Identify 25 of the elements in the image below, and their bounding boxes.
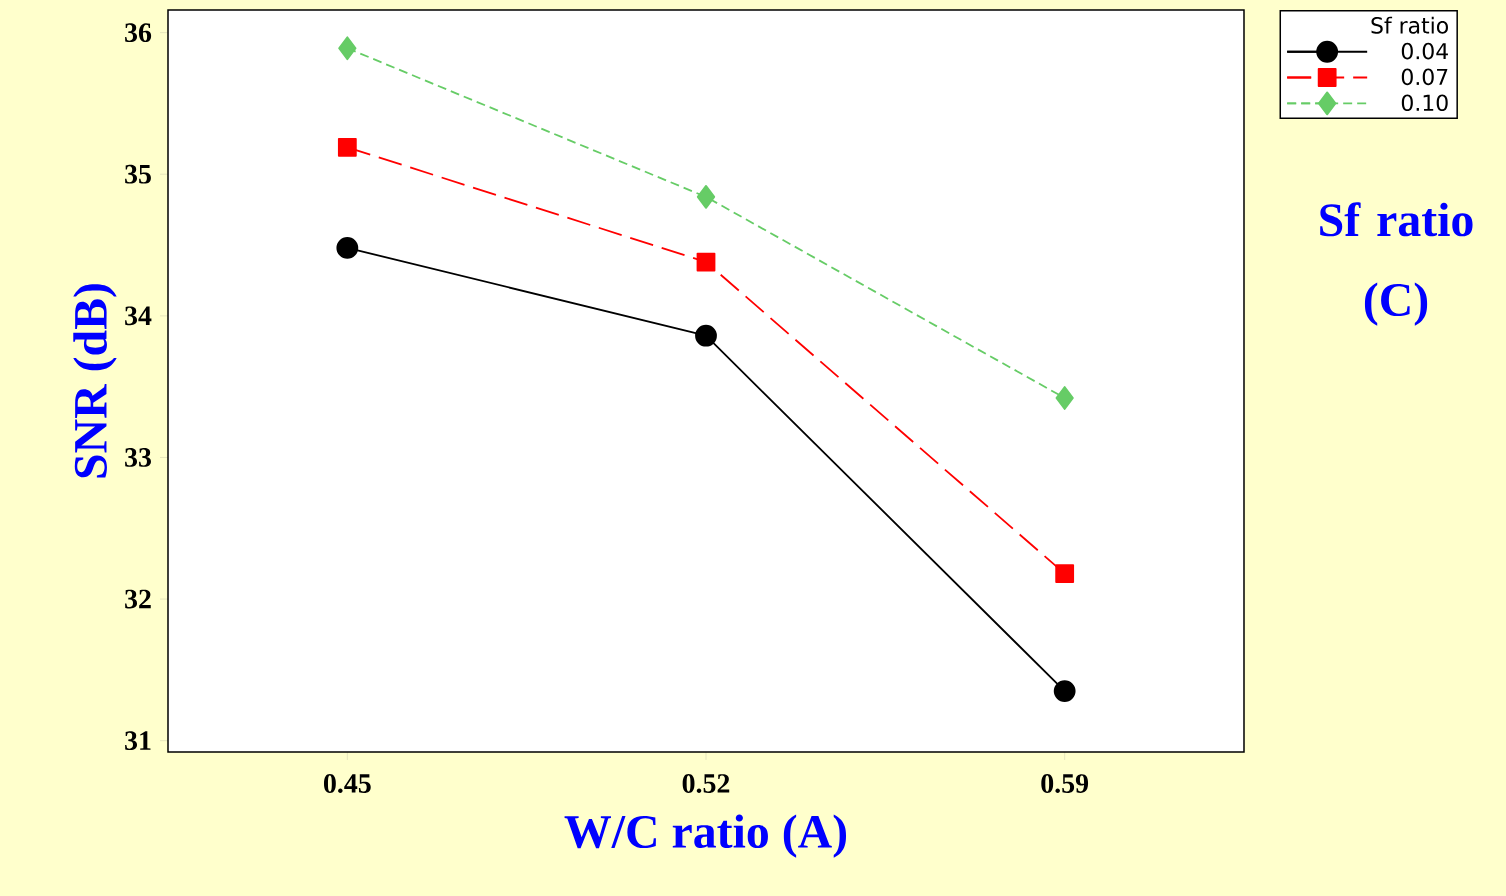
legend-label: 0.10 [1401, 94, 1448, 112]
y-tick-label: 32 [125, 589, 151, 609]
y-tick-label: 36 [125, 23, 152, 42]
legend-label: 0.04 [1401, 42, 1448, 60]
x-tick-label: 0.59 [1041, 774, 1089, 794]
y-tick-label: 31 [125, 731, 151, 751]
point [1055, 564, 1075, 583]
point [695, 324, 717, 347]
point [1053, 680, 1076, 703]
point [337, 137, 357, 157]
point [696, 252, 716, 272]
point [696, 185, 716, 209]
y-tick-label: 35 [125, 164, 151, 184]
text: Sf ratio (C) [1320, 202, 1473, 326]
x-tick-label: 0.45 [323, 774, 371, 794]
point [336, 236, 359, 259]
y-tick-label: 34 [125, 306, 152, 326]
y-axis-title: SNR (dB) [73, 284, 117, 478]
x-axis-title: W/C ratio (A) [564, 814, 847, 858]
legend-label: 0.07 [1401, 68, 1448, 86]
x-tick-label: 0.52 [682, 774, 730, 794]
y-tick-label: 33 [125, 448, 151, 467]
legend-title: Sf ratio [1371, 16, 1448, 34]
point [1055, 386, 1074, 410]
point [338, 36, 357, 61]
